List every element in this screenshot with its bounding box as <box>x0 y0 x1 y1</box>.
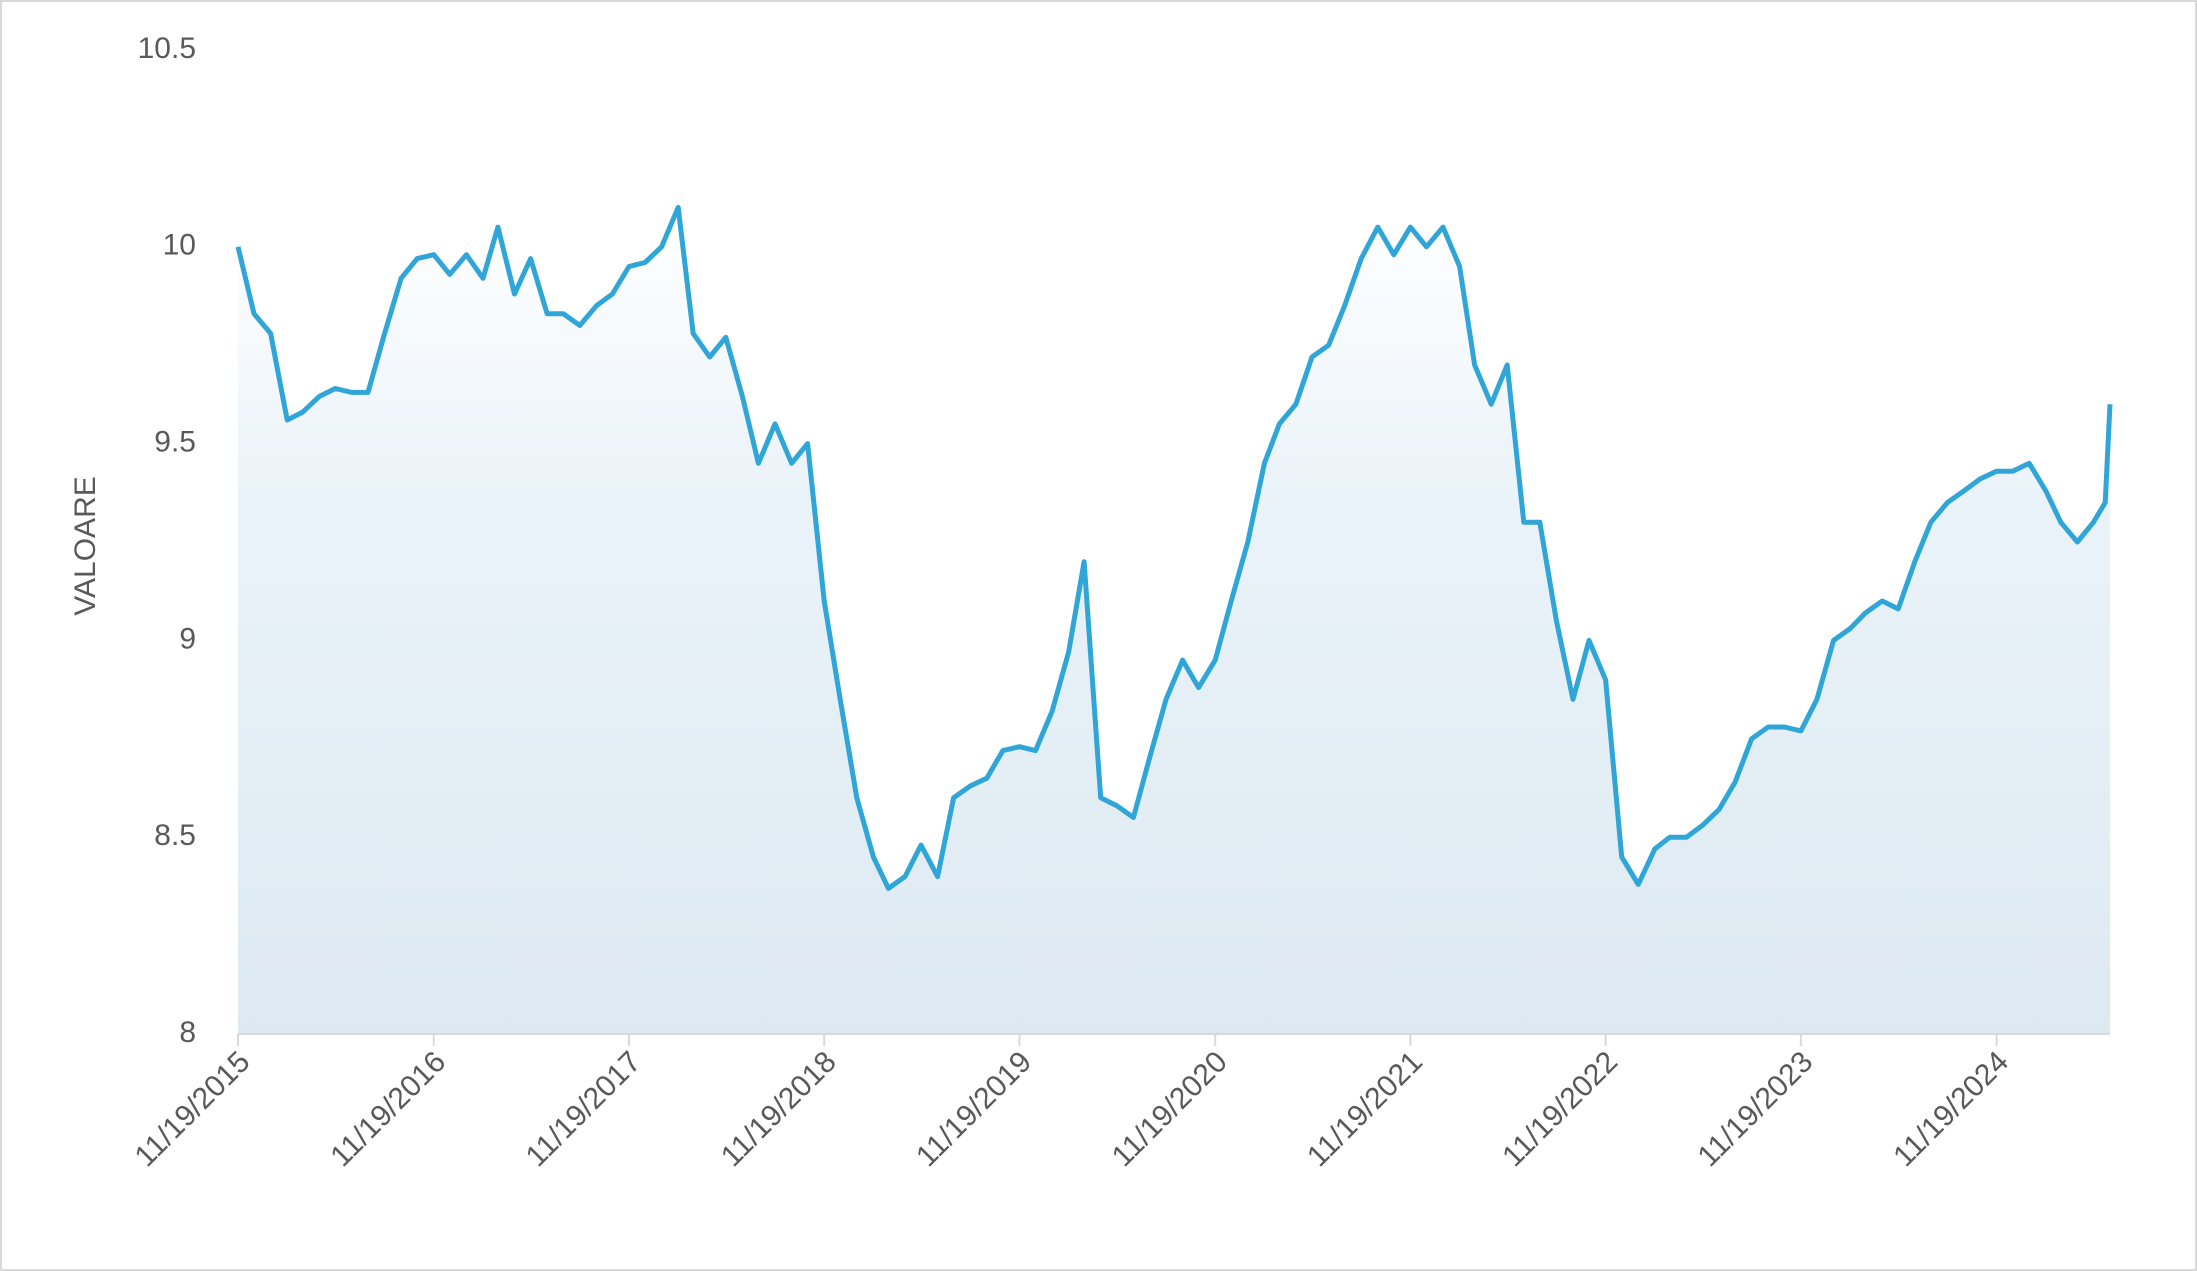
y-tick-label: 9.5 <box>154 426 196 459</box>
y-tick-label: 10.5 <box>138 32 196 65</box>
area-fill <box>238 207 2110 1034</box>
y-axis-label: VALOARE <box>69 476 102 616</box>
y-tick-label: 9 <box>179 622 196 655</box>
y-tick-label: 10 <box>163 229 196 262</box>
line <box>235 204 2113 891</box>
y-tick-label: 8 <box>179 1016 196 1049</box>
y-tick-label: 8.5 <box>154 819 196 852</box>
